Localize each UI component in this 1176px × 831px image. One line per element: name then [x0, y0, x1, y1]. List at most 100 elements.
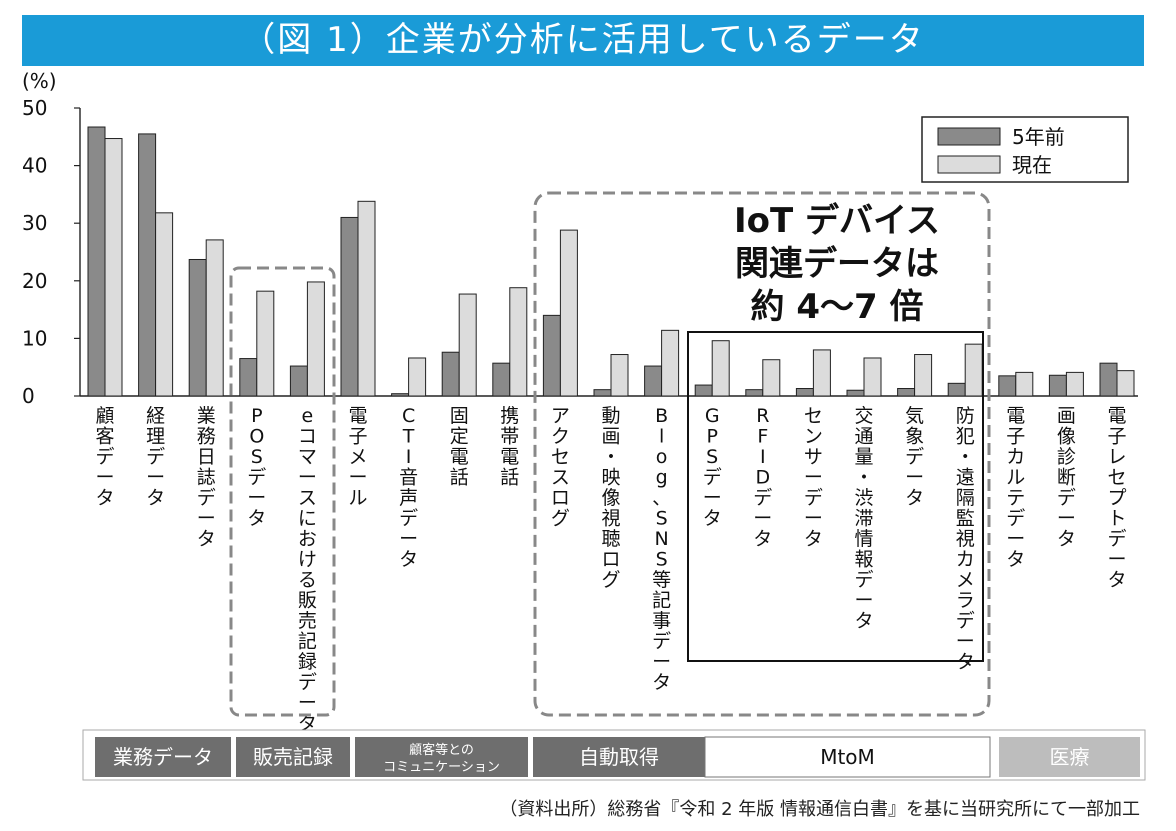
x-tick-label: G P S データ — [703, 405, 722, 530]
bar-5-years-ago-13 — [694, 384, 713, 397]
mtom-frame — [687, 331, 984, 662]
x-tick-label: e コマースにおける販売記録データ — [298, 405, 317, 735]
bar-5-years-ago-7 — [391, 393, 410, 397]
x-tick-label: 気象データ — [905, 405, 924, 509]
bar-5-years-ago-3 — [188, 258, 207, 397]
bar-current-19 — [1015, 371, 1034, 397]
bar-current-8 — [458, 293, 477, 397]
category-segment — [236, 737, 350, 777]
bar-5-years-ago-20 — [1048, 374, 1067, 397]
y-tick-label: 20 — [22, 269, 47, 293]
bar-5-years-ago-11 — [593, 389, 612, 397]
bar-current-16 — [863, 357, 882, 397]
y-tick-label: 0 — [22, 384, 35, 408]
bar-5-years-ago-9 — [492, 362, 511, 397]
x-tick-label: 画像診断データ — [1057, 405, 1076, 550]
x-tick-label: アクセスログ — [551, 405, 570, 530]
bar-current-7 — [408, 357, 427, 397]
labels-layer: 顧客データ 経理データ 業務日誌データ P O S データ e コマースにおける販売記録データ 電… — [95, 405, 1126, 735]
x-tick-label: 電子メール — [348, 405, 367, 509]
x-tick-label: 経理データ — [146, 405, 165, 509]
bar-current-10 — [559, 229, 578, 397]
bar-current-13 — [711, 340, 730, 397]
sales-group-frame — [229, 266, 336, 717]
x-tick-label: 防犯・遠隔監視カメラデータ — [956, 405, 975, 673]
y-tick-label: 30 — [22, 211, 47, 235]
category-segment-label: コミュニケーション — [383, 760, 500, 775]
category-segment-label: 業務データ — [113, 745, 213, 769]
bar-current-6 — [357, 200, 376, 397]
y-tick-label: 10 — [22, 326, 47, 350]
x-tick-label: 動画・映像視聴ログ — [601, 405, 620, 591]
bar-5-years-ago-4 — [239, 358, 258, 397]
x-tick-label: 業務日誌データ — [197, 405, 216, 550]
iot-callout-text: IoT デバイス — [734, 201, 940, 241]
iot-callout-text: 関連データは — [735, 244, 939, 284]
y-tick-label: 50 — [22, 96, 47, 120]
source-note: （資料出所）総務省『令和 2 年版 情報通信白書』を基に当研究所にて一部加工 — [499, 799, 1140, 820]
bar-current-12 — [661, 329, 680, 397]
x-tick-label: 電子カルテデータ — [1006, 405, 1025, 571]
category-segment — [355, 737, 528, 777]
bar-5-years-ago-1 — [87, 126, 106, 397]
x-tick-label: 電子レセプトデータ — [1107, 405, 1126, 591]
bar-5-years-ago-21 — [1099, 362, 1118, 397]
bar-5-years-ago-12 — [644, 365, 663, 397]
category-segment — [533, 737, 705, 777]
bar-current-18 — [964, 343, 983, 397]
category-segment-label: 医療 — [1050, 745, 1090, 769]
category-segment-label: 販売記録 — [253, 745, 333, 769]
bar-current-20 — [1065, 371, 1084, 397]
bar-5-years-ago-2 — [138, 133, 157, 397]
bar-current-15 — [812, 349, 831, 397]
category-segment — [704, 736, 991, 778]
bar-current-4 — [256, 290, 275, 397]
bar-current-11 — [610, 354, 629, 397]
bar-current-21 — [1116, 370, 1135, 397]
chart-title: （図 1）企業が分析に活用しているデータ — [22, 15, 1144, 66]
x-tick-label: R F I D データ — [753, 405, 772, 550]
iot-callout-text: 約 4～7 倍 — [751, 287, 924, 327]
x-tick-label: P O S データ — [247, 405, 266, 530]
category-segment — [95, 737, 231, 777]
bars-layer — [87, 126, 1135, 397]
category-segment-label: 顧客等との — [409, 742, 474, 758]
iot-callout-bg — [712, 200, 962, 324]
legend-swatch — [937, 155, 1001, 174]
legend-label: 5年前 — [1012, 125, 1065, 149]
bar-5-years-ago-8 — [441, 351, 460, 397]
bar-5-years-ago-10 — [542, 314, 561, 397]
iot-group-frame — [533, 191, 991, 717]
legend-swatch — [937, 127, 1001, 146]
x-tick-label: C T I 音声データ — [399, 405, 418, 571]
bar-current-5 — [306, 281, 325, 397]
bar-current-9 — [509, 287, 528, 397]
bar-current-1 — [104, 138, 123, 397]
category-segment-label: 自動取得 — [579, 745, 659, 769]
y-unit-label: (%) — [22, 69, 57, 93]
x-tick-label: 固定電話 — [450, 405, 469, 489]
bar-current-3 — [205, 239, 224, 397]
x-tick-label: 交通量・渋滞情報データ — [854, 405, 873, 632]
bar-5-years-ago-19 — [998, 375, 1017, 397]
category-segment-label: MtoM — [820, 745, 875, 769]
bar-current-17 — [914, 354, 933, 397]
bar-5-years-ago-6 — [340, 216, 359, 397]
bar-5-years-ago-17 — [897, 388, 916, 397]
legend-label: 現在 — [1012, 153, 1052, 177]
y-tick-label: 40 — [22, 154, 47, 178]
x-tick-label: 顧客データ — [95, 405, 114, 509]
bar-5-years-ago-16 — [846, 389, 865, 397]
bar-current-14 — [762, 359, 781, 397]
bar-5-years-ago-18 — [947, 382, 966, 397]
bar-5-years-ago-15 — [795, 388, 814, 397]
category-segment — [999, 737, 1140, 777]
bar-5-years-ago-14 — [745, 389, 764, 397]
x-tick-label: 携帯電話 — [500, 405, 519, 489]
x-tick-label: センサーデータ — [804, 405, 823, 550]
